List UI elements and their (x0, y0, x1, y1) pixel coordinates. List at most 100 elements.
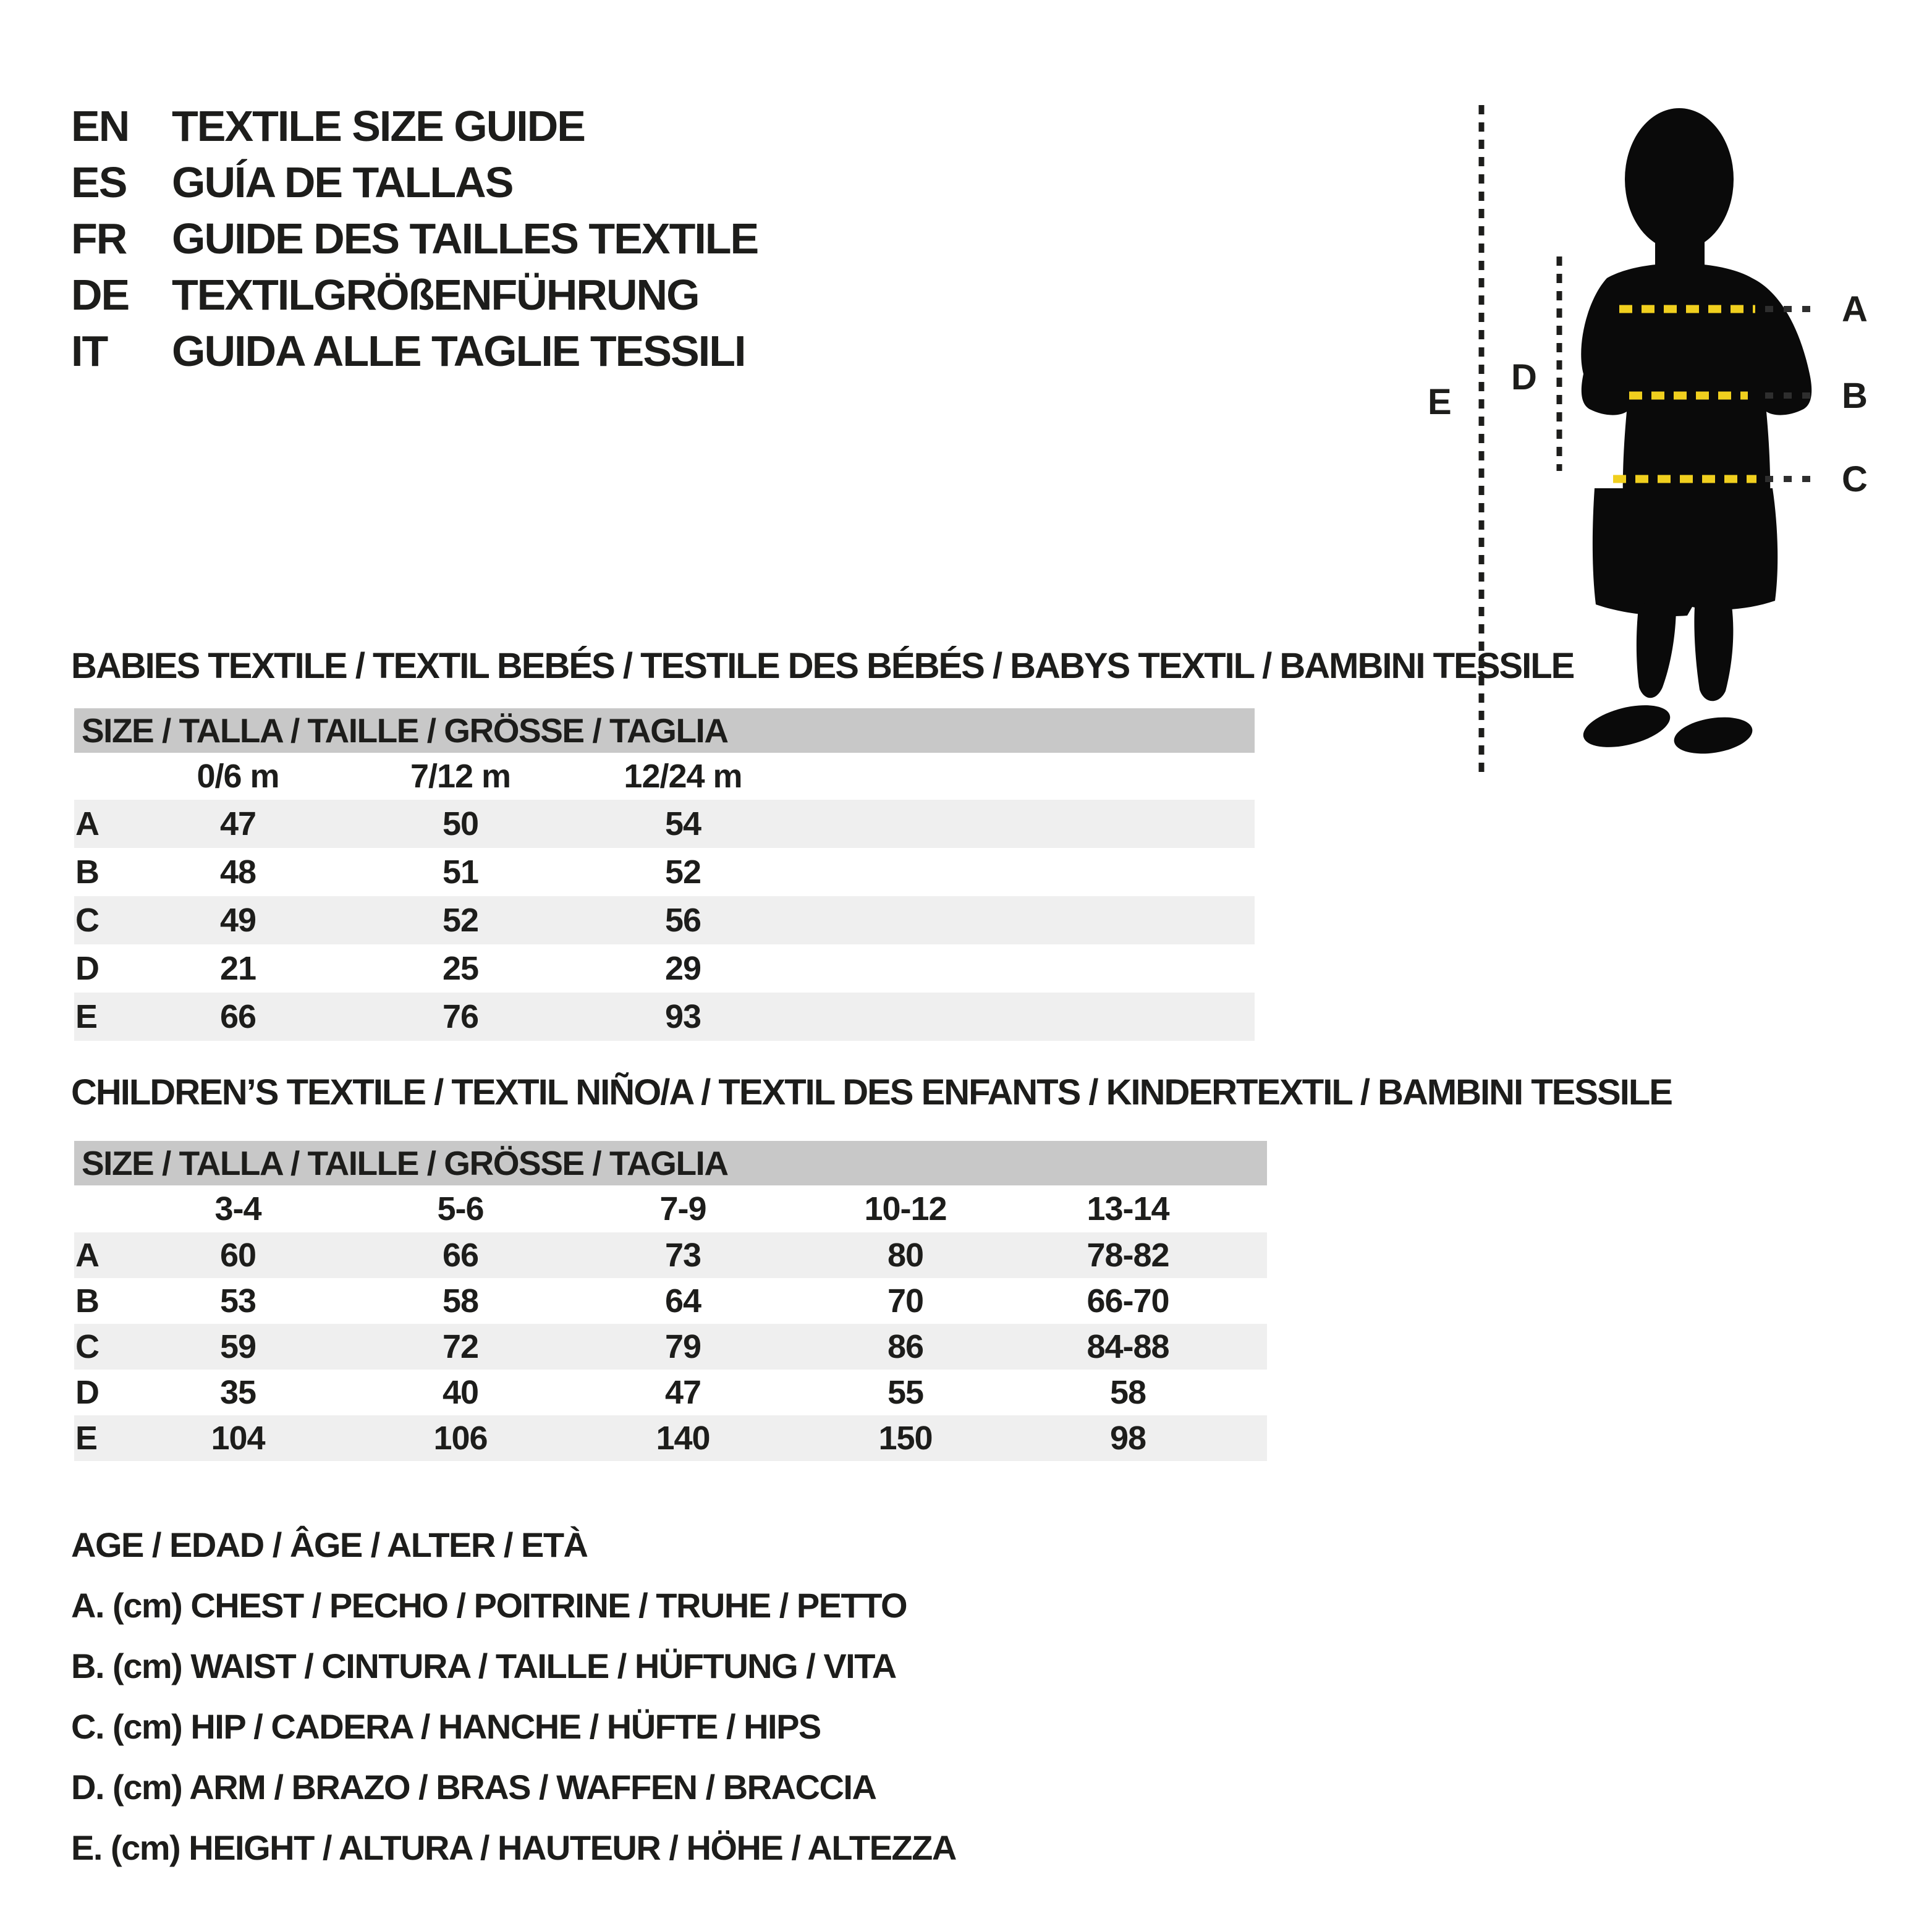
legend-line: D. (cm) ARM / BRAZO / BRAS / WAFFEN / BR… (71, 1767, 877, 1807)
legend-line: C. (cm) HIP / CADERA / HANCHE / HÜFTE / … (71, 1706, 821, 1746)
language-title: GUIDE DES TAILLES TEXTILE (172, 214, 759, 263)
table-cell-value: 104 (211, 1420, 265, 1457)
table-cell-value: 59 (219, 1328, 256, 1365)
table-cell-value: 70 (887, 1282, 924, 1320)
language-title: GUIDA ALLE TAGLIE TESSILI (172, 326, 746, 375)
table-cell-value: 53 (219, 1282, 256, 1320)
table-cell-value: 58 (1109, 1374, 1146, 1411)
legend-line: B. (cm) WAIST / CINTURA / TAILLE / HÜFTU… (71, 1646, 897, 1685)
silhouette-left-leg (1636, 603, 1676, 698)
table-cell-value: 73 (664, 1237, 701, 1274)
table-row: A 47 50 54 (74, 800, 1255, 848)
measurement-legend: AGE / EDAD / ÂGE / ALTER / ETÀ A. (cm) CH… (71, 1514, 957, 1878)
table-cell-value: 86 (887, 1328, 924, 1365)
silhouette-right-shoe (1674, 717, 1753, 754)
table-cell-value: 52 (664, 854, 701, 891)
row-label: D (75, 1374, 100, 1411)
silhouette-torso (1581, 263, 1812, 501)
row-label: D (75, 950, 100, 987)
language-title: TEXTILE SIZE GUIDE (172, 101, 586, 150)
table-row: E 66 76 93 (74, 993, 1255, 1041)
table-cell-value: 66-70 (1087, 1282, 1169, 1320)
row-label: C (75, 1328, 100, 1365)
table-cell-value: 66 (442, 1237, 479, 1274)
table-cell-value: 47 (664, 1374, 701, 1411)
column-header: 5-6 (437, 1190, 484, 1227)
table-cell-value: 98 (1109, 1420, 1146, 1457)
language-row: DE TEXTILGRÖßENFÜHRUNG (71, 266, 758, 323)
language-row: ES GUÍA DE TALLAS (71, 154, 758, 210)
table-cell-value: 21 (219, 950, 256, 987)
row-label: A (75, 1237, 100, 1274)
babies-table-body: 0/6 m 7/12 m 12/24 m A 47 50 54 B 48 51 52 C 49 52 56 D… (74, 753, 1255, 1041)
table-row: D 35 40 47 55 58 (74, 1370, 1267, 1415)
table-row: A 60 66 73 80 78-82 (74, 1232, 1267, 1278)
row-label: E (75, 998, 98, 1035)
table-header-row: 0/6 m 7/12 m 12/24 m (74, 753, 1255, 800)
language-code: DE (71, 270, 130, 319)
table-cell-value: 48 (219, 854, 256, 891)
table-cell-value: 80 (887, 1237, 924, 1274)
row-label: B (75, 1282, 100, 1320)
table-cell-value: 60 (219, 1237, 256, 1274)
table-cell-value: 55 (887, 1374, 924, 1411)
table-cell-value: 47 (219, 805, 256, 842)
table-cell-value: 56 (664, 902, 701, 939)
legend-line: AGE / EDAD / ÂGE / ALTER / ETÀ (71, 1525, 588, 1564)
child-silhouette (1581, 108, 1812, 754)
babies-size-table: SIZE / TALLA / TAILLE / GRÖSSE / TAGLIA … (74, 708, 1255, 1041)
language-row: EN TEXTILE SIZE GUIDE (71, 98, 758, 154)
table-cell-value: 79 (664, 1328, 701, 1365)
table-row: D 21 25 29 (74, 944, 1255, 993)
row-label: C (75, 902, 100, 939)
figure-label-a: A (1842, 289, 1868, 329)
children-size-table: SIZE / TALLA / TAILLE / GRÖSSE / TAGLIA … (74, 1141, 1267, 1461)
table-cell-value: 51 (442, 854, 479, 891)
language-code: FR (71, 214, 127, 263)
children-section-title: CHILDREN’S TEXTILE / TEXTIL NIÑO/A / TEX… (71, 1072, 1673, 1112)
children-table-body: 3-4 5-6 7-9 10-12 13-14 A 60 66 73 80 78-82 B 53 58 64… (74, 1185, 1267, 1461)
row-label: A (75, 805, 100, 842)
table-header-row: 3-4 5-6 7-9 10-12 13-14 (74, 1185, 1267, 1232)
table-cell-value: 66 (219, 998, 256, 1035)
column-header: 0/6 m (197, 758, 279, 795)
babies-size-header-bar: SIZE / TALLA / TAILLE / GRÖSSE / TAGLIA (74, 708, 1255, 753)
language-title-list: EN TEXTILE SIZE GUIDE ES GUÍA DE TALLAS FR GU… (71, 98, 759, 379)
silhouette-head (1625, 108, 1734, 250)
legend-line: A. (cm) CHEST / PECHO / POITRINE / TRUHE… (71, 1585, 908, 1625)
row-label: E (75, 1420, 98, 1457)
table-cell-value: 64 (664, 1282, 701, 1320)
language-code: IT (71, 326, 108, 375)
table-cell-value: 78-82 (1087, 1237, 1169, 1274)
column-header: 7/12 m (410, 758, 511, 795)
language-code: EN (71, 101, 130, 150)
table-cell-value: 52 (442, 902, 479, 939)
figure-label-b: B (1842, 376, 1868, 416)
column-header: 10-12 (864, 1190, 947, 1227)
table-cell-value: 106 (433, 1420, 488, 1457)
table-cell-value: 72 (442, 1328, 479, 1365)
silhouette-left-shoe (1583, 705, 1671, 747)
table-cell-value: 29 (664, 950, 701, 987)
table-row: B 53 58 64 70 66-70 (74, 1278, 1267, 1324)
table-cell-value: 50 (442, 805, 479, 842)
children-size-header-bar: SIZE / TALLA / TAILLE / GRÖSSE / TAGLIA (74, 1141, 1267, 1185)
table-cell-value: 40 (442, 1374, 479, 1411)
silhouette-right-leg (1694, 606, 1734, 701)
legend-line: E. (cm) HEIGHT / ALTURA / HAUTEUR / HÖHE… (71, 1828, 957, 1867)
column-header: 3-4 (214, 1190, 261, 1227)
figure-label-d: D (1511, 357, 1537, 397)
table-cell-value: 76 (442, 998, 479, 1035)
table-cell-value: 54 (664, 805, 701, 842)
table-row: E 104 106 140 150 98 (74, 1415, 1267, 1461)
figure-label-c: C (1842, 459, 1868, 499)
table-cell-value: 25 (442, 950, 479, 987)
table-row: C 49 52 56 (74, 896, 1255, 944)
table-row: B 48 51 52 (74, 848, 1255, 896)
table-cell-value: 150 (878, 1420, 933, 1457)
column-header: 13-14 (1087, 1190, 1169, 1227)
figure-label-e: E (1428, 382, 1452, 422)
table-cell-value: 140 (656, 1420, 710, 1457)
table-cell-value: 35 (219, 1374, 256, 1411)
